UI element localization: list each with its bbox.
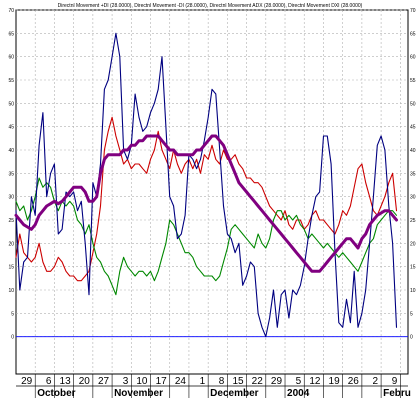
y-tick-label-right: 40 [410, 148, 416, 154]
series-line-2 [15, 177, 398, 296]
y-tick-label-right: 30 [410, 195, 416, 201]
x-tick-label: 5 [296, 376, 302, 387]
y-tick-label-right: 10 [410, 288, 416, 294]
y-tick-label-right: 5 [410, 311, 413, 317]
x-tick-label: 29 [21, 376, 33, 387]
y-tick-label-left: 15 [8, 265, 14, 271]
x-tick-label: 6 [46, 376, 52, 387]
x-tick-label: 1 [200, 376, 206, 387]
y-tick-label-right: 35 [410, 171, 416, 177]
y-tick-label-right: 50 [410, 101, 416, 107]
y-tick-label-left: 45 [8, 125, 14, 131]
y-tick-label-right: 25 [410, 218, 416, 224]
y-tick-label-left: 20 [8, 241, 14, 247]
y-tick-label-right: 45 [410, 125, 416, 131]
y-axis-right: 0 5 10 15 20 25 30 35 40 45 50 55 60 65 70 [410, 8, 416, 341]
month-label: November [114, 388, 163, 399]
x-tick-label: 20 [79, 376, 91, 387]
y-tick-label-right: 60 [410, 55, 416, 61]
x-axis: 29 6 13 20 27 3 10 17 24 1 8 15 22 29 5 12 19 26 2 9October… [16, 374, 411, 399]
y-tick-label-left: 60 [8, 55, 14, 61]
y-tick-label-right: 70 [410, 8, 416, 14]
y-tick-label-left: 0 [11, 335, 14, 341]
x-tick-label: 24 [175, 376, 187, 387]
x-tick-label: 10 [136, 376, 148, 387]
x-tick-label: 19 [329, 376, 341, 387]
x-tick-label: 9 [392, 376, 398, 387]
x-tick-label: 12 [309, 376, 321, 387]
x-tick-label: 29 [271, 376, 283, 387]
y-tick-label-left: 30 [8, 195, 14, 201]
x-tick-label: 17 [156, 376, 168, 387]
x-tick-label: 26 [348, 376, 360, 387]
series-line-1 [15, 116, 398, 282]
y-tick-label-left: 55 [8, 78, 14, 84]
month-label: October [37, 388, 75, 399]
y-tick-label-right: 15 [410, 265, 416, 271]
y-tick-label-right: 20 [410, 241, 416, 247]
y-tick-label-right: 0 [410, 335, 413, 341]
x-tick-label: 22 [252, 376, 264, 387]
y-tick-label-left: 50 [8, 101, 14, 107]
month-label: 2004 [287, 388, 310, 399]
x-tick-label: 8 [219, 376, 225, 387]
y-tick-label-left: 25 [8, 218, 14, 224]
y-axis-left: 0 5 10 15 20 25 30 35 40 45 50 55 60 65 70 [8, 8, 14, 341]
y-tick-label-left: 70 [8, 8, 14, 14]
x-tick-label: 2 [373, 376, 379, 387]
y-tick-label-left: 10 [8, 288, 14, 294]
month-label: Febru [383, 388, 411, 399]
y-tick-label-left: 40 [8, 148, 14, 154]
month-label: December [210, 388, 258, 399]
y-tick-label-left: 5 [11, 311, 14, 317]
series-lines [14, 32, 398, 338]
x-tick-label: 13 [60, 376, 72, 387]
plot-frame [15, 9, 409, 375]
y-tick-label-left: 65 [8, 31, 14, 37]
x-tick-label: 3 [123, 376, 129, 387]
y-tick-label-left: 35 [8, 171, 14, 177]
y-tick-label-right: 55 [410, 78, 416, 84]
plot-area [15, 9, 409, 375]
y-tick-label-right: 65 [410, 31, 416, 37]
x-tick-label: 27 [98, 376, 110, 387]
chart-title: Directnl Movement +DI (28.0000), Directn… [58, 3, 363, 9]
series-line-3 [15, 32, 398, 338]
x-tick-label: 15 [232, 376, 244, 387]
series-line-4 [14, 134, 398, 273]
